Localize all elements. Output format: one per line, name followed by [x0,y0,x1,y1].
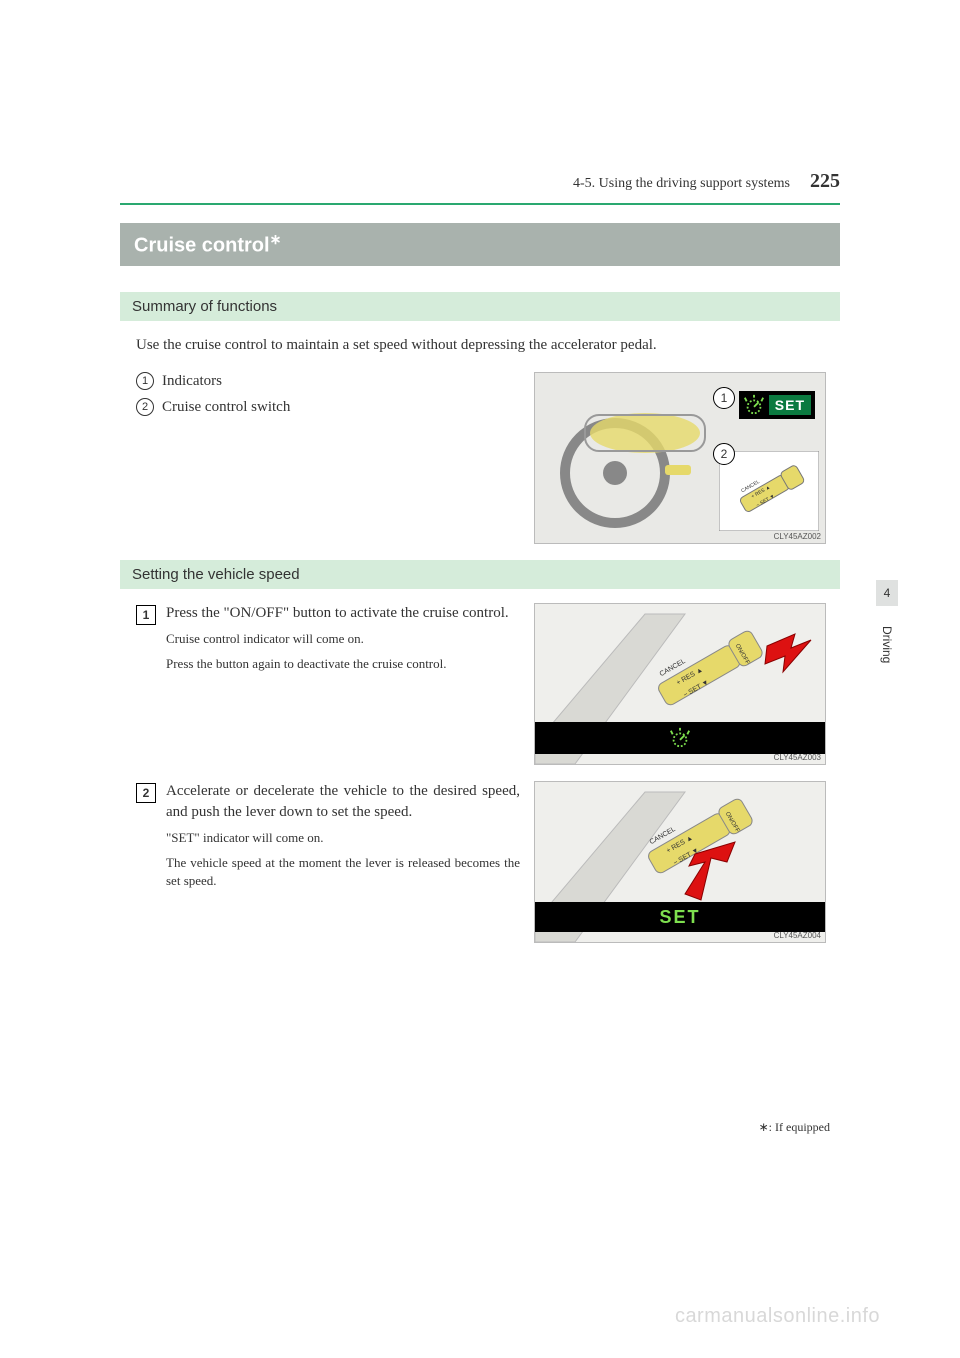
chapter-tab: 4 [876,580,898,606]
set-indicator-text: SET [659,907,700,928]
step-2-sub1: "SET" indicator will come on. [166,829,520,847]
step-2-num: 2 [136,783,156,803]
breadcrumb: 4-5. Using the driving support systems [573,176,790,192]
figure-1-caption: CLY45AZ002 [774,532,821,541]
summary-intro: Use the cruise control to maintain a set… [136,335,824,357]
step-2-main: Accelerate or decelerate the vehicle to … [166,781,520,823]
cruise-indicator-icon [743,394,765,416]
figure-3: CANCEL + RES ▲ − SET ▼ ON/OFF SET CLY45A… [534,781,824,943]
callout-2: 2 Cruise control switch [136,398,520,416]
step-1-num: 1 [136,605,156,625]
callout-num-2: 2 [136,398,154,416]
set-badge: SET [769,395,811,415]
subheading-setting: Setting the vehicle speed [120,560,840,589]
callout-label-1: Indicators [162,373,222,390]
cruise-indicator-icon [669,727,691,749]
step-1-block: 1 Press the "ON/OFF" button to activate … [136,603,824,765]
section-title: Cruise control∗ [120,223,840,266]
step-2: 2 Accelerate or decelerate the vehicle t… [136,781,520,890]
summary-callouts: 1 Indicators 2 Cruise control switch [136,372,520,424]
step-1-main: Press the "ON/OFF" button to activate th… [166,603,509,624]
step-2-block: 2 Accelerate or decelerate the vehicle t… [136,781,824,943]
step-1-sub2: Press the button again to deactivate the… [166,655,509,673]
callout-label-2: Cruise control switch [162,399,290,416]
footnote-symbol: ∗ [270,231,282,247]
figure-3-caption: CLY45AZ004 [774,931,821,940]
header-rule [120,203,840,205]
summary-block: 1 Indicators 2 Cruise control switch [136,372,824,544]
page-header: 4-5. Using the driving support systems 2… [120,170,840,193]
callout-1: 1 Indicators [136,372,520,390]
lever-inset-icon: CANCEL + RES ▲ − SET ▼ [719,451,819,531]
subheading-summary: Summary of functions [120,292,840,321]
figure-2-caption: CLY45AZ003 [774,753,821,762]
step-1: 1 Press the "ON/OFF" button to activate … [136,603,520,672]
callout-num-1: 1 [136,372,154,390]
section-title-text: Cruise control [134,235,270,257]
page-number: 225 [810,170,840,193]
figure-1: SET CANCEL + RES ▲ − SET ▼ 1 2 CLY45 [534,372,824,544]
step-2-sub2: The vehicle speed at the moment the leve… [166,854,520,890]
manual-page: 4-5. Using the driving support systems 2… [120,0,840,943]
watermark: carmanualsonline.info [675,1305,880,1328]
figure-2: CANCEL + RES ▲ − SET ▼ ON/OFF CLY45 [534,603,824,765]
step-1-sub1: Cruise control indicator will come on. [166,630,509,648]
footnote: ∗: If equipped [759,1120,830,1135]
chapter-label: Driving [880,626,894,663]
